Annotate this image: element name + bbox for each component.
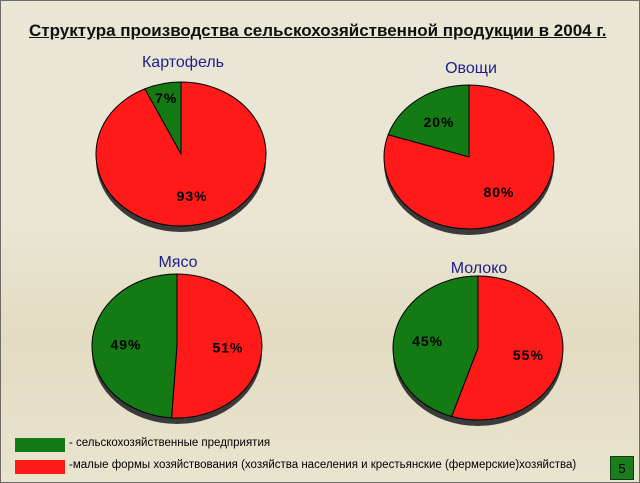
pie-vegetables-title: Овощи [445,60,497,77]
legend-swatch-corporate [15,438,65,452]
pie-vegetables-label-small-farms: 80% [483,184,514,200]
pie-meat-label-corporate: 49% [110,337,141,353]
pie-potato-label-corporate: 7% [155,90,177,106]
pie-potato-title: Картофель [142,54,224,71]
pie-potato-slice-small-farms [95,81,267,227]
pie-milk-title: Молоко [451,260,508,277]
pie-potato-label-small-farms: 93% [177,188,208,204]
legend-label-corporate: - сельскохозяйственные предприятия [69,437,271,449]
slide-title: Структура производства сельскохозяйствен… [29,21,607,40]
pie-milk-label-corporate: 45% [412,333,443,349]
pie-milk-slice-corporate [392,275,479,418]
pie-milk: 45% 55% Молоко [392,260,564,426]
legend-swatch-small-farms [15,460,65,474]
pie-vegetables-slice-corporate [387,84,470,158]
legend-label-small-farms: -малые формы хозяйствования (хозяйства н… [69,459,577,471]
page-number: 5 [610,456,634,480]
pie-vegetables: 20% 80% Овощи [383,60,555,235]
pie-vegetables-slice-small-farms [383,84,555,230]
pie-meat-title: Мясо [158,254,197,271]
pie-charts: 7% 93% Картофель 20% 80% Овощи 49% 51% Мясо 45% 55… [91,54,564,426]
pie-meat-slice-corporate [91,273,178,419]
pie-potato: 7% 93% Картофель [95,54,267,232]
pie-meat: 49% 51% Мясо [91,254,263,424]
pie-milk-label-small-farms: 55% [513,347,544,363]
pie-milk-slice-small-farms [451,275,564,421]
pie-meat-label-small-farms: 51% [212,339,243,355]
pie-vegetables-label-corporate: 20% [423,114,454,130]
pie-meat-slice-small-farms [171,273,263,419]
